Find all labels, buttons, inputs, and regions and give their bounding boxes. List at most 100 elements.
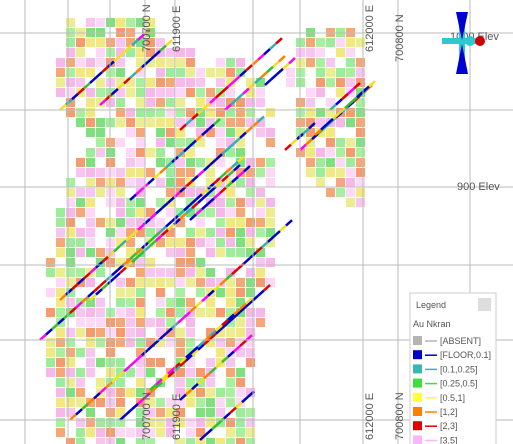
drillhole-segment (217, 417, 225, 425)
block (186, 148, 195, 157)
drillhole-segment (237, 155, 245, 163)
block (66, 18, 75, 27)
block (126, 168, 135, 177)
block (136, 128, 145, 137)
block (226, 368, 235, 377)
drillhole-segment (341, 92, 349, 101)
legend-swatch (413, 378, 422, 388)
block (116, 318, 125, 327)
block (86, 238, 95, 247)
block (96, 428, 105, 437)
block (226, 388, 235, 397)
block (136, 148, 145, 157)
drillhole-segment (89, 266, 97, 274)
drillhole-segment (167, 196, 175, 204)
block (156, 58, 165, 67)
block (146, 418, 155, 427)
block (156, 308, 165, 317)
drillhole-segment (197, 107, 205, 115)
drillhole-segment (179, 359, 187, 367)
drillhole-segment (177, 150, 185, 158)
block (246, 118, 255, 127)
block (86, 148, 95, 157)
block (226, 118, 235, 127)
block (216, 408, 225, 417)
block (266, 178, 275, 187)
block (326, 98, 335, 107)
drillhole-segment (63, 312, 71, 320)
block (216, 208, 225, 217)
drillhole-segment (229, 406, 237, 414)
block (166, 108, 175, 117)
block (246, 338, 255, 347)
drillhole-segment (153, 50, 161, 58)
drillhole-segment (201, 128, 209, 137)
block (336, 68, 345, 77)
block (86, 188, 95, 197)
block (316, 168, 325, 177)
block (166, 428, 175, 437)
block (66, 298, 75, 307)
block (76, 228, 85, 237)
block (166, 208, 175, 217)
block (196, 208, 205, 217)
block (126, 198, 135, 207)
block (336, 168, 345, 177)
block (206, 388, 215, 397)
block (186, 438, 195, 444)
block (236, 118, 245, 127)
drillhole-segment (167, 223, 175, 231)
legend-close[interactable] (478, 298, 491, 311)
block (196, 138, 205, 147)
block (96, 58, 105, 67)
block (196, 268, 205, 277)
block (146, 258, 155, 267)
block (66, 338, 75, 347)
block (166, 338, 175, 347)
legend-swatch (413, 407, 422, 416)
block (226, 208, 235, 217)
drillholes (39, 28, 376, 441)
block (136, 438, 145, 444)
block (136, 18, 145, 27)
block (126, 288, 135, 297)
block (136, 118, 145, 127)
block (216, 148, 225, 157)
block (236, 58, 245, 67)
drillhole-segment (123, 77, 131, 85)
block (226, 318, 235, 327)
block (266, 238, 275, 247)
block (186, 78, 195, 87)
grid-label: 700700 N (141, 392, 153, 440)
block (66, 438, 75, 444)
block (346, 188, 355, 197)
drillhole-segment (347, 87, 355, 95)
block (176, 108, 185, 117)
block (306, 38, 315, 47)
drillhole-segment (254, 76, 262, 84)
block (216, 228, 225, 237)
drillhole-segment (165, 220, 173, 228)
drillhole-segment (99, 98, 107, 106)
drillhole-segment (159, 332, 167, 340)
block (256, 98, 265, 107)
block (306, 108, 315, 117)
block (136, 228, 145, 237)
block (136, 388, 145, 397)
block (66, 48, 75, 57)
block (146, 78, 155, 87)
block (86, 418, 95, 427)
block (306, 58, 315, 67)
block (166, 418, 175, 427)
drillhole-segment (219, 278, 227, 286)
drillhole-segment (195, 134, 203, 142)
block (226, 308, 235, 317)
block (146, 408, 155, 417)
block (256, 78, 265, 87)
block (316, 78, 325, 87)
drillhole-segment (137, 250, 145, 258)
drillhole-segment (233, 164, 241, 172)
block (56, 408, 65, 417)
block (176, 68, 185, 77)
block (96, 188, 105, 197)
